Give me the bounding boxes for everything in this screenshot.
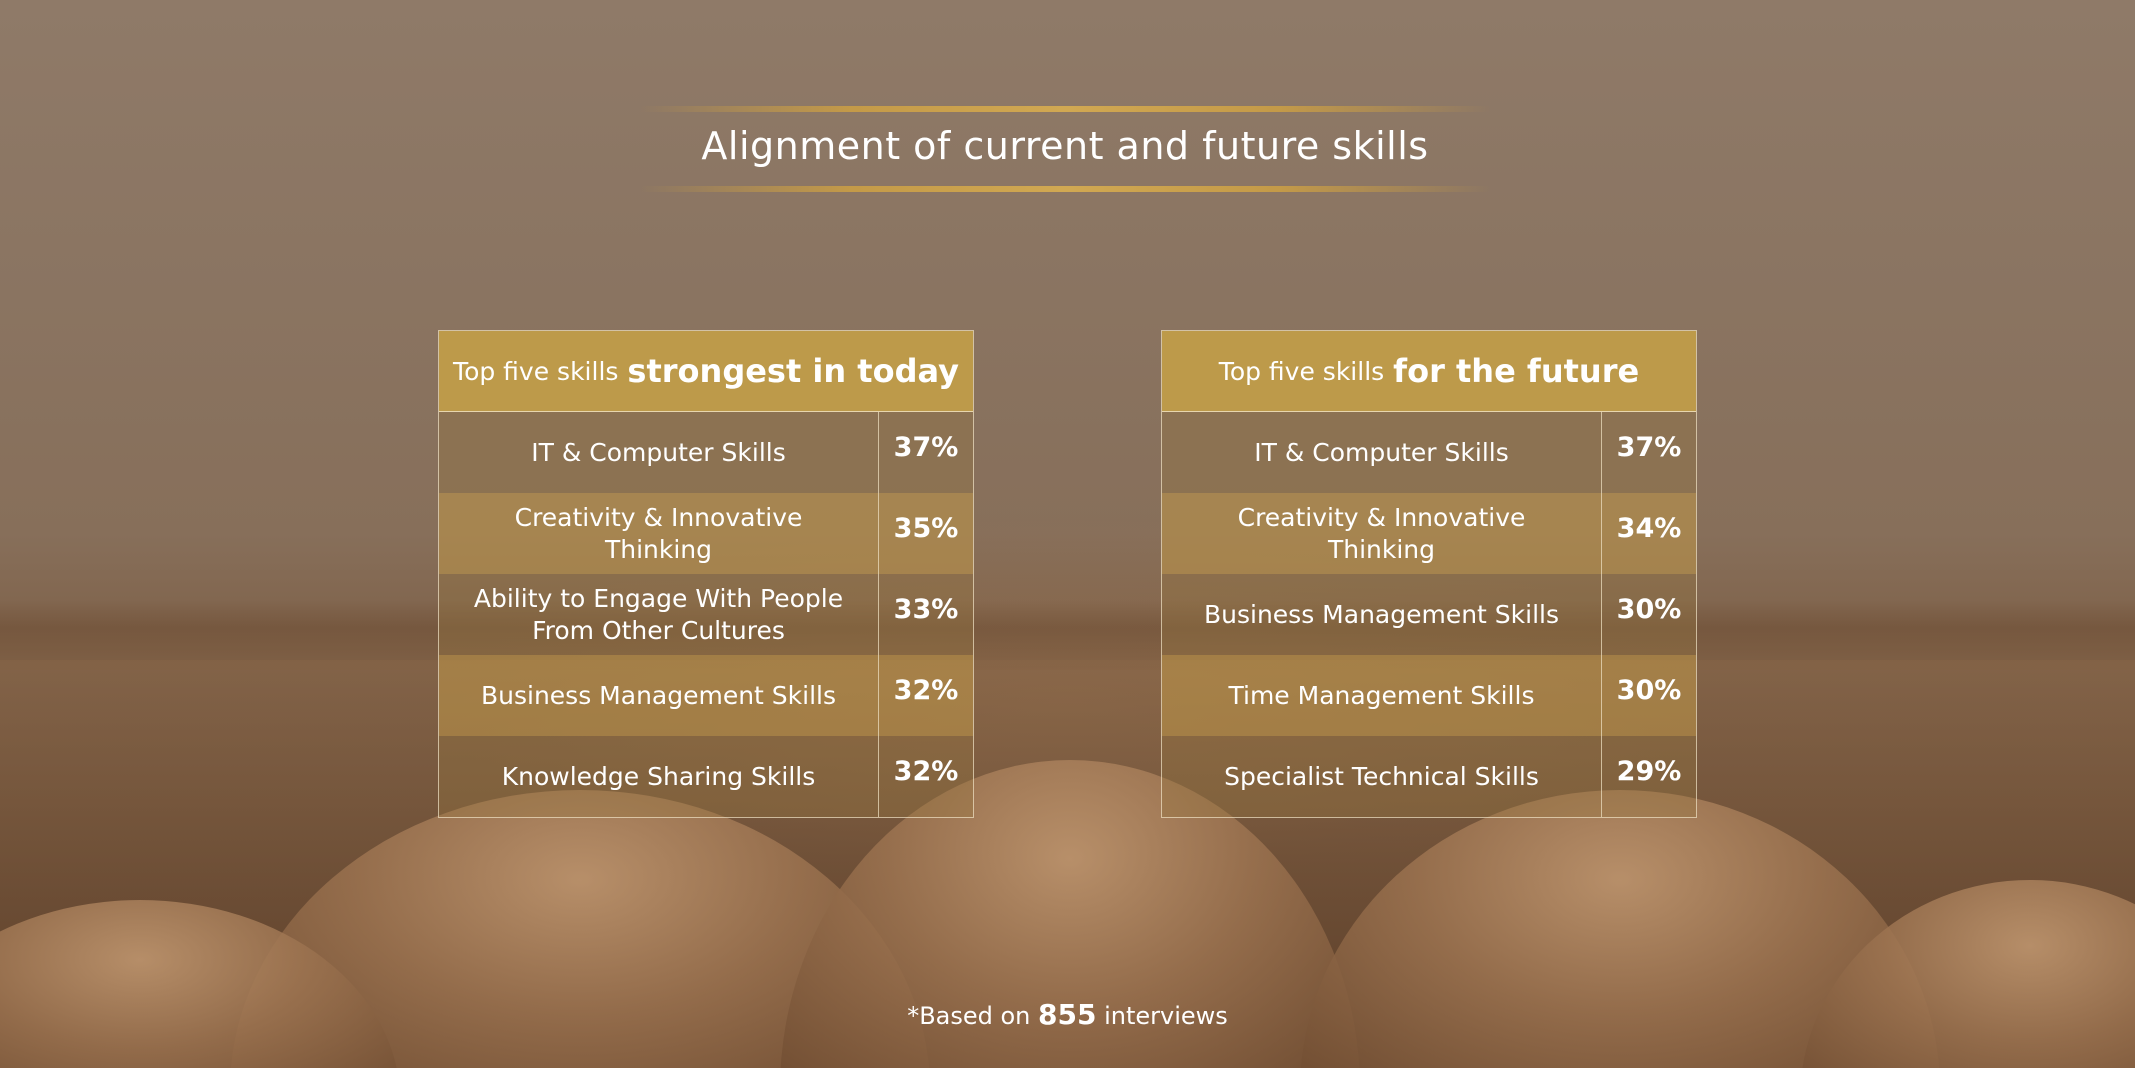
skills-future-header-emphasis: for the future [1393,352,1640,390]
skills-today-skill-label: Knowledge Sharing Skills [439,736,879,817]
skills-future-header: Top five skills for the future [1162,331,1696,412]
skills-future-row: Time Management Skills 30% [1162,655,1696,736]
skills-today-percent-value: 33% [893,594,959,625]
skills-today-row: Ability to Engage With People From Other… [439,574,973,655]
skills-today-percent-value: 35% [893,513,959,544]
skills-today-header-emphasis: strongest in today [627,352,959,390]
skills-future-percent-value: 37% [1616,432,1682,463]
skills-today-percent-value: 32% [893,675,959,706]
skills-today-skill-label: Creativity & Innovative Thinking [439,493,879,574]
title-bottom-rule [640,186,1490,192]
skills-today-table: Top five skills strongest in today IT & … [438,330,974,818]
skills-future-percent-value: 30% [1616,675,1682,706]
skills-future-skill-label: Time Management Skills [1162,655,1602,736]
title-band: Alignment of current and future skills [640,106,1490,196]
title-top-rule [640,106,1490,112]
skills-future-row: Specialist Technical Skills 29% [1162,736,1696,817]
footnote-prefix: *Based on [907,1002,1039,1030]
skills-today-percent-value: 37% [893,432,959,463]
background-horizon [0,600,2135,670]
skills-today-rows: IT & Computer Skills 37% Creativity & Inno… [439,412,973,817]
skills-future-row: IT & Computer Skills 37% [1162,412,1696,493]
skills-today-row: Business Management Skills 32% [439,655,973,736]
skills-today-skill-label: Business Management Skills [439,655,879,736]
skills-future-percent-value: 30% [1616,594,1682,625]
skills-today-row: IT & Computer Skills 37% [439,412,973,493]
footnote-suffix: interviews [1096,1002,1228,1030]
skills-today-percent-value: 32% [893,756,959,787]
skills-future-skill-label: IT & Computer Skills [1162,412,1602,493]
skills-future-skill-label: Creativity & Innovative Thinking [1162,493,1602,574]
footnote-count: 855 [1038,998,1097,1031]
skills-today-header-prefix: Top five skills [453,356,619,386]
skills-future-row: Business Management Skills 30% [1162,574,1696,655]
skills-future-table: Top five skills for the future IT & Comp… [1161,330,1697,818]
page-title: Alignment of current and future skills [701,124,1429,168]
skills-future-rows: IT & Computer Skills 37% Creativity & Inno… [1162,412,1696,817]
skills-today-skill-label: Ability to Engage With People From Other… [439,574,879,655]
skills-today-header: Top five skills strongest in today [439,331,973,412]
skills-future-skill-label: Business Management Skills [1162,574,1602,655]
footnote: *Based on 855 interviews [0,998,2135,1031]
skills-today-row: Knowledge Sharing Skills 32% [439,736,973,817]
skills-future-row: Creativity & Innovative Thinking 34% [1162,493,1696,574]
skills-future-skill-label: Specialist Technical Skills [1162,736,1602,817]
skills-future-percent-value: 29% [1616,756,1682,787]
skills-future-percent-value: 34% [1616,513,1682,544]
skills-today-row: Creativity & Innovative Thinking 35% [439,493,973,574]
skills-future-header-prefix: Top five skills [1218,356,1385,386]
skills-today-skill-label: IT & Computer Skills [439,412,879,493]
